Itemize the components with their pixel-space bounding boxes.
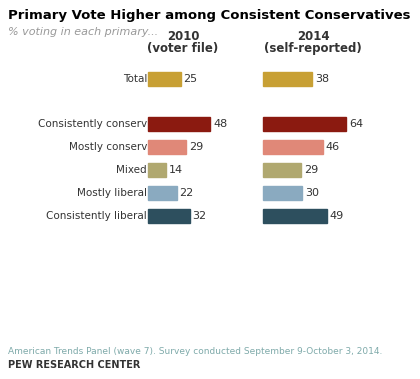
Text: (voter file): (voter file)	[147, 42, 219, 55]
Text: PEW RESEARCH CENTER: PEW RESEARCH CENTER	[8, 360, 140, 370]
Text: Consistently liberal: Consistently liberal	[46, 211, 147, 221]
Text: 25: 25	[184, 74, 198, 84]
Text: (self-reported): (self-reported)	[264, 42, 362, 55]
Bar	[263, 72, 312, 86]
Text: % voting in each primary...: % voting in each primary...	[8, 27, 158, 37]
Bar	[148, 140, 186, 154]
Text: Mostly liberal: Mostly liberal	[77, 188, 147, 198]
Text: 32: 32	[193, 211, 207, 221]
Bar	[148, 117, 210, 131]
Text: Total: Total	[123, 74, 147, 84]
Bar	[263, 163, 301, 177]
Bar	[148, 186, 176, 200]
Text: 30: 30	[305, 188, 319, 198]
Text: 22: 22	[180, 188, 194, 198]
Text: Primary Vote Higher among Consistent Conservatives: Primary Vote Higher among Consistent Con…	[8, 9, 410, 22]
Text: Mixed: Mixed	[116, 165, 147, 175]
Text: 29: 29	[304, 165, 318, 175]
Text: 2010: 2010	[167, 30, 199, 43]
Bar	[263, 186, 302, 200]
Text: 64: 64	[349, 119, 363, 129]
Bar	[148, 209, 189, 223]
Text: 2014: 2014	[297, 30, 329, 43]
Text: Consistently conserv: Consistently conserv	[38, 119, 147, 129]
Bar	[148, 72, 181, 86]
Text: 46: 46	[326, 142, 340, 152]
Bar	[263, 209, 327, 223]
Text: 29: 29	[189, 142, 203, 152]
Bar	[148, 163, 166, 177]
Text: 48: 48	[213, 119, 228, 129]
Text: 14: 14	[169, 165, 183, 175]
Text: 38: 38	[315, 74, 330, 84]
Text: Mostly conserv: Mostly conserv	[68, 142, 147, 152]
Bar	[263, 117, 346, 131]
Text: American Trends Panel (wave 7). Survey conducted September 9-October 3, 2014.: American Trends Panel (wave 7). Survey c…	[8, 346, 382, 356]
Bar	[263, 140, 323, 154]
Text: 49: 49	[330, 211, 344, 221]
